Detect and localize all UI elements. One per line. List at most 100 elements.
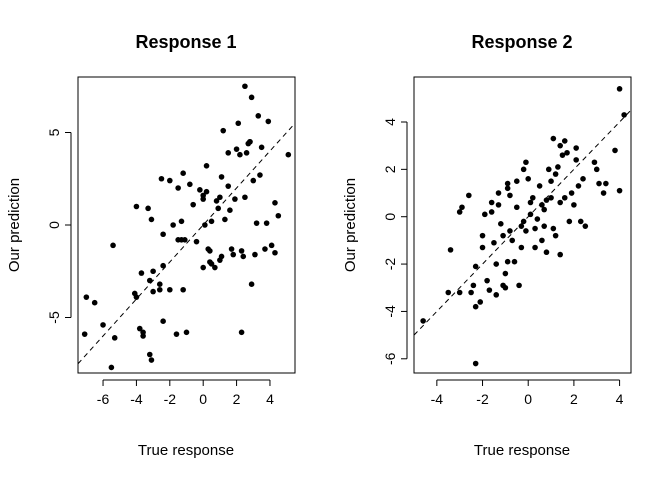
data-point [507,192,513,199]
y-ticks-2: -6 -4 -2 0 2 4 [382,118,408,365]
data-point [180,170,186,176]
data-point [495,190,502,196]
data-point [111,335,118,341]
data-point [529,194,536,201]
data-point [548,178,554,184]
data-point [493,261,500,267]
data-point [136,325,143,332]
y-tick-label: -4 [382,305,398,318]
data-point [197,187,203,193]
data-point [252,251,258,258]
data-point [470,282,477,289]
data-point [603,180,609,187]
data-point [150,268,156,275]
data-point [265,118,272,125]
x-axis-label-1: True response [138,442,234,459]
data-point [548,194,554,201]
data-point [543,249,550,256]
data-point [193,238,200,245]
data-point [557,142,563,149]
plot-frame-2 [413,76,632,374]
data-point [275,212,282,219]
data-point [238,329,245,336]
data-point [600,190,607,196]
y-tick-label: 0 [46,221,62,229]
data-point [180,286,186,293]
data-point [240,253,247,260]
data-point [479,244,486,251]
data-point [482,211,488,218]
x-tick-label: -2 [476,391,489,407]
data-point [160,262,166,269]
data-point [156,286,163,293]
data-point [557,251,563,258]
data-point [523,159,529,166]
data-point [178,218,185,225]
x-tick-label: 2 [233,391,241,407]
data-point [148,357,155,363]
x-tick-label: 0 [199,391,207,407]
data-point [488,199,495,206]
y-axis-label-2: Our prediction [342,178,359,272]
data-point [504,258,511,265]
x-tick-label: 2 [570,391,578,407]
data-point [220,127,227,134]
data-point [233,146,240,152]
data-point [230,251,237,258]
data-point [532,225,538,232]
data-point [491,239,497,246]
data-point [257,172,263,178]
panel-response-2: Response 2 True response Our prediction … [342,32,632,459]
data-point [593,166,600,173]
data-point [539,237,545,244]
data-point [235,120,242,127]
x-ticks-1: -6 -4 -2 0 2 4 [97,379,274,407]
data-point [242,83,248,90]
data-point [573,157,579,163]
data-point [170,222,176,228]
x-tick-label: 0 [524,391,532,407]
data-point [175,185,181,191]
data-point [232,196,238,202]
data-point [248,281,255,288]
data-point [148,216,155,223]
x-tick-label: -4 [130,391,143,407]
data-point [479,232,486,239]
data-point [207,248,213,254]
data-point [541,223,547,229]
data-point [498,221,504,227]
data-point [217,194,223,201]
data-point [571,202,577,208]
data-point [484,277,490,284]
data-point [580,176,586,182]
data-point [202,222,208,228]
data-point [237,151,243,158]
data-point [561,194,568,201]
data-point [596,180,602,187]
data-point [577,218,584,225]
data-point [146,351,153,358]
y-tick-label: 5 [46,128,62,136]
data-point [150,288,156,295]
data-point [145,205,151,212]
data-point [227,207,233,213]
data-point [472,303,479,310]
points-1 [81,83,292,371]
data-point [459,204,465,211]
chart-title-1: Response 1 [135,32,236,52]
x-axis-label-2: True response [474,442,570,459]
x-tick-label: 4 [616,391,624,407]
data-point [488,209,495,215]
x-tick-label: -2 [164,391,177,407]
data-point [612,147,618,154]
data-point [513,204,520,211]
data-point [208,218,215,225]
data-point [456,209,463,215]
y-axis-label-1: Our prediction [6,178,23,272]
data-point [495,202,502,208]
data-point [568,190,575,196]
y-tick-label: -2 [382,258,398,271]
data-point [133,294,140,300]
data-point [518,244,525,251]
data-point [532,244,538,251]
